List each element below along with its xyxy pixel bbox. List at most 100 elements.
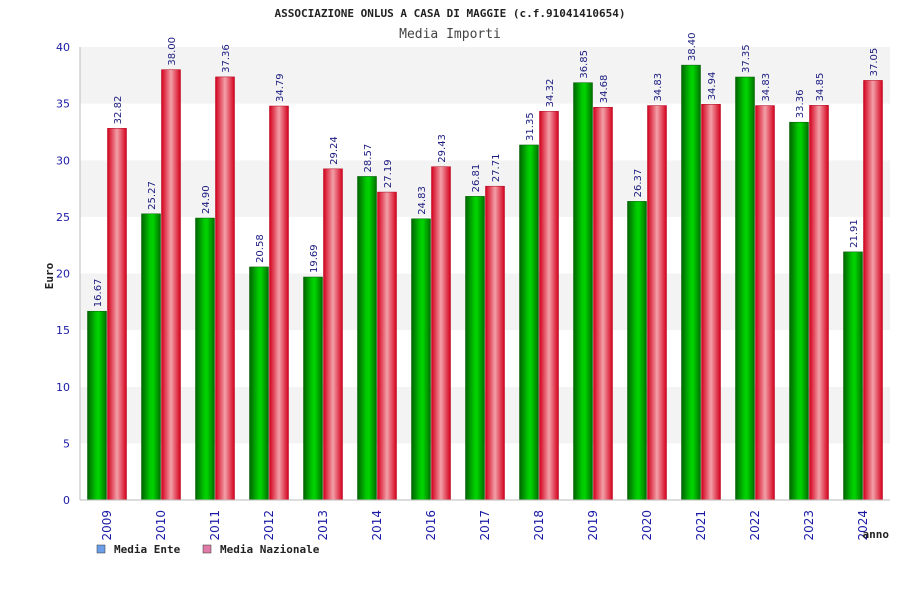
y-axis-ticks: 0 5 10 15 20 25 30 35 40	[56, 41, 70, 507]
grid-band	[80, 330, 890, 387]
bar-media-ente	[465, 196, 485, 501]
grid-band	[80, 103, 890, 161]
bar-media-ente	[411, 218, 431, 501]
y-tick-label: 10	[56, 381, 70, 394]
bar-media-nazionale	[539, 111, 559, 501]
bar-media-ente	[681, 64, 701, 501]
bar-media-nazionale	[593, 106, 613, 501]
data-label: 36.85	[579, 50, 590, 79]
bar-media-ente	[141, 213, 161, 501]
grid-band	[80, 160, 890, 217]
data-label: 29.43	[437, 134, 448, 163]
bar-media-nazionale	[485, 185, 505, 501]
grid-band	[80, 47, 890, 104]
data-label: 27.71	[491, 154, 502, 183]
data-label: 34.83	[653, 73, 664, 102]
bar-media-ente	[87, 310, 107, 501]
data-label: 37.05	[869, 48, 880, 77]
data-label: 34.68	[599, 75, 610, 104]
bar-media-ente	[195, 217, 215, 501]
x-tick-label: 2011	[208, 510, 222, 541]
data-labels: 16.67 32.82 25.27 38.00 24.90 37.36 20.58 34.79…	[93, 32, 880, 307]
data-label: 34.79	[275, 73, 286, 102]
y-tick-label: 35	[56, 98, 70, 111]
legend-swatch-media-ente	[96, 544, 106, 554]
y-axis-label: Euro	[43, 262, 56, 289]
data-label: 26.37	[633, 169, 644, 198]
data-label: 32.82	[113, 96, 124, 125]
x-tick-label: 2010	[154, 510, 168, 541]
bar-media-nazionale	[269, 105, 289, 501]
data-label: 37.35	[741, 44, 752, 73]
bar-media-nazionale	[107, 128, 127, 501]
x-tick-label: 2009	[100, 510, 114, 541]
bar-media-ente	[627, 201, 647, 501]
y-tick-label: 25	[56, 211, 70, 224]
bar-media-nazionale	[431, 166, 451, 501]
grid-band	[80, 216, 890, 274]
bar-media-ente	[843, 251, 863, 501]
grid-bands	[80, 47, 890, 500]
grid-band	[80, 273, 890, 331]
data-label: 34.94	[707, 72, 718, 101]
x-tick-label: 2020	[640, 510, 654, 541]
x-tick-label: 2017	[478, 510, 492, 541]
bar-media-nazionale	[701, 104, 721, 501]
data-label: 34.85	[815, 73, 826, 102]
bar-media-nazionale	[647, 105, 667, 501]
bar-media-ente	[303, 276, 323, 501]
x-tick-label: 2023	[802, 510, 816, 541]
bar-media-nazionale	[161, 69, 181, 501]
chart-subtitle: Media Importi	[399, 27, 501, 42]
data-label: 29.24	[329, 136, 340, 165]
data-label: 20.58	[255, 234, 266, 263]
data-label: 37.36	[221, 44, 232, 73]
y-tick-label: 40	[56, 41, 70, 54]
grid-band	[80, 386, 890, 444]
x-tick-label: 2024	[856, 510, 870, 541]
data-label: 24.83	[417, 186, 428, 215]
data-label: 33.36	[795, 90, 806, 119]
data-label: 25.27	[147, 181, 158, 210]
bar-media-nazionale	[809, 105, 829, 501]
data-label: 27.19	[383, 159, 394, 188]
bar-media-nazionale	[755, 105, 775, 501]
y-tick-label: 15	[56, 324, 70, 337]
grid-band	[80, 443, 890, 500]
x-tick-label: 2021	[694, 510, 708, 541]
x-tick-label: 2012	[262, 510, 276, 541]
data-label: 21.91	[849, 219, 860, 248]
bar-media-ente	[249, 266, 269, 501]
bar-media-nazionale	[377, 191, 397, 501]
bar-media-ente	[735, 76, 755, 501]
x-tick-label: 2022	[748, 510, 762, 541]
legend-label-media-ente: Media Ente	[114, 543, 181, 556]
data-label: 38.00	[167, 37, 178, 66]
data-label: 34.32	[545, 79, 556, 108]
data-label: 28.57	[363, 144, 374, 173]
bar-media-nazionale	[215, 76, 235, 501]
bar-media-nazionale	[323, 168, 343, 501]
data-label: 34.83	[761, 73, 772, 102]
x-axis-ticks: 2009 2010 2011 2012 2013 2014 2016 2017 2018 2019…	[100, 510, 870, 541]
chart-title: ASSOCIAZIONE ONLUS A CASA DI MAGGIE (c.f…	[275, 7, 626, 20]
y-tick-label: 20	[56, 268, 70, 281]
bar-media-ente	[519, 144, 539, 501]
bar-media-ente	[789, 121, 809, 501]
data-label: 24.90	[201, 185, 212, 214]
data-label: 31.35	[525, 112, 536, 141]
bar-media-ente	[357, 176, 377, 501]
bars	[87, 64, 883, 501]
x-tick-label: 2016	[424, 510, 438, 541]
x-tick-label: 2014	[370, 510, 384, 541]
data-label: 19.69	[309, 244, 320, 273]
x-tick-label: 2018	[532, 510, 546, 541]
legend-label-media-nazionale: Media Nazionale	[220, 543, 320, 556]
bar-media-nazionale	[863, 80, 883, 501]
y-tick-label: 0	[63, 494, 70, 507]
x-axis-label: anno	[863, 528, 890, 541]
y-tick-label: 30	[56, 154, 70, 167]
legend: Media Ente Media Nazionale	[96, 543, 320, 556]
data-label: 16.67	[93, 279, 104, 308]
